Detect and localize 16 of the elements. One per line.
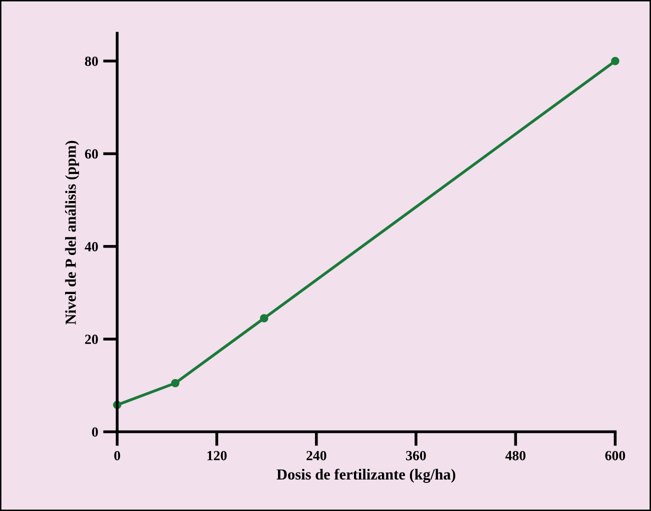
point — [260, 314, 268, 322]
y-tick-label: 40 — [84, 242, 98, 252]
y-tick-label: 0 — [92, 427, 98, 437]
y-axis-title: Nivel de P del análisis (ppm) — [65, 140, 79, 325]
x-tick-label: 360 — [406, 450, 426, 460]
x-tick-label: 600 — [605, 450, 626, 460]
x-tick-label: 480 — [505, 450, 526, 460]
y-tick-label: 80 — [85, 56, 98, 66]
x-tick-label: 0 — [114, 450, 120, 460]
y-tick-label: 60 — [85, 149, 98, 159]
x-axis-title: Dosis de fertilizante (kg/ha) — [276, 468, 456, 483]
x-tick-label: 240 — [306, 450, 326, 460]
point — [171, 378, 180, 388]
x-tick-label: 120 — [207, 450, 227, 460]
y-tick-label: 20 — [85, 334, 98, 344]
point — [611, 56, 620, 66]
